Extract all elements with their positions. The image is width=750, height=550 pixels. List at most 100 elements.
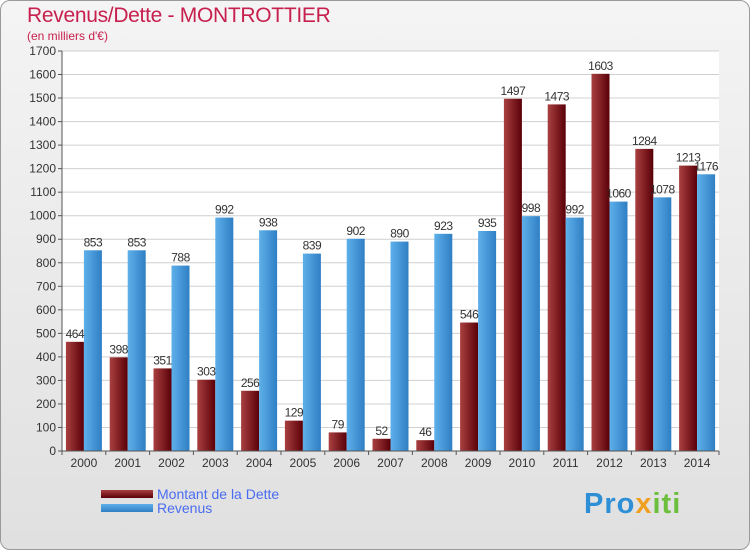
bar-dette xyxy=(547,104,566,451)
bar-dette xyxy=(416,440,435,451)
x-tick-label: 2007 xyxy=(377,456,404,470)
data-label-revenus: 992 xyxy=(565,203,584,217)
x-tick-label: 2004 xyxy=(246,456,273,470)
bar-revenus xyxy=(171,265,190,451)
bar-revenus xyxy=(346,238,365,451)
chart-title: Revenus/Dette - MONTROTTIER xyxy=(27,4,331,27)
y-tick-label: 1100 xyxy=(30,185,56,199)
proxiti-logo: Proxiti xyxy=(584,488,682,520)
y-tick-label: 600 xyxy=(36,303,56,317)
bar-revenus xyxy=(434,233,453,451)
data-label-dette: 398 xyxy=(109,342,128,356)
data-label-revenus: 1060 xyxy=(606,187,632,201)
data-label-revenus: 1176 xyxy=(694,159,719,173)
bar-dette xyxy=(241,390,260,451)
bar-dette xyxy=(109,357,128,451)
data-label-dette: 52 xyxy=(375,424,388,438)
y-tick-label: 500 xyxy=(36,326,56,340)
bar-revenus xyxy=(83,250,102,451)
y-tick-label: 1700 xyxy=(29,44,56,58)
y-tick-label: 1600 xyxy=(29,68,56,82)
y-tick-label: 900 xyxy=(36,232,56,246)
bar-dette xyxy=(503,98,522,451)
bar-revenus xyxy=(609,201,628,451)
x-tick-label: 2003 xyxy=(202,456,229,470)
data-label-revenus: 923 xyxy=(434,219,453,233)
bar-dette xyxy=(65,341,84,451)
y-tick-label: 400 xyxy=(36,350,56,364)
bar-revenus xyxy=(653,197,672,451)
x-tick-label: 2011 xyxy=(553,456,579,470)
bar-dette xyxy=(153,368,172,451)
bar-revenus xyxy=(215,217,234,451)
x-tick-label: 2000 xyxy=(71,456,98,470)
x-tick-label: 2013 xyxy=(640,456,667,470)
y-tick-label: 300 xyxy=(36,373,56,387)
legend-swatch-revenus xyxy=(101,504,153,512)
x-tick-label: 2012 xyxy=(596,456,623,470)
bar-dette xyxy=(328,432,347,451)
x-tick-label: 2006 xyxy=(333,456,360,470)
data-label-revenus: 788 xyxy=(171,251,190,265)
bar-dette xyxy=(635,148,654,451)
data-label-dette: 46 xyxy=(419,425,432,439)
data-label-revenus: 853 xyxy=(84,235,103,249)
y-tick-label: 1200 xyxy=(29,162,56,176)
data-label-dette: 129 xyxy=(285,406,304,420)
legend-item-debt: Montant de la Dette xyxy=(101,486,280,502)
data-label-revenus: 839 xyxy=(303,239,322,253)
bar-revenus xyxy=(478,231,497,451)
x-tick-label: 2002 xyxy=(158,456,185,470)
data-label-dette: 464 xyxy=(66,327,85,341)
x-tick-label: 2008 xyxy=(421,456,448,470)
bar-dette xyxy=(591,73,610,451)
bar-dette xyxy=(372,438,391,451)
x-tick-label: 2010 xyxy=(509,456,536,470)
data-label-revenus: 938 xyxy=(259,215,278,229)
data-label-dette: 1497 xyxy=(501,84,527,98)
bar-revenus xyxy=(259,230,278,451)
x-tick-label: 2014 xyxy=(684,456,711,470)
y-tick-label: 1500 xyxy=(29,91,56,105)
bar-dette xyxy=(679,165,698,451)
bar-revenus xyxy=(302,253,321,451)
y-tick-label: 700 xyxy=(36,279,56,293)
bar-dette xyxy=(284,420,303,451)
y-tick-label: 0 xyxy=(49,444,56,458)
data-label-dette: 1603 xyxy=(588,59,614,73)
y-tick-label: 800 xyxy=(36,256,56,270)
x-tick-label: 2005 xyxy=(290,456,317,470)
data-label-dette: 1284 xyxy=(632,134,658,148)
x-tick-label: 2001 xyxy=(114,456,141,470)
data-label-revenus: 992 xyxy=(215,203,234,217)
data-label-revenus: 935 xyxy=(478,216,497,230)
data-label-dette: 1473 xyxy=(544,89,570,103)
bar-revenus xyxy=(127,250,146,451)
y-tick-label: 1300 xyxy=(29,138,56,152)
x-tick-label: 2009 xyxy=(465,456,492,470)
data-label-dette: 303 xyxy=(197,365,216,379)
legend-swatch-debt xyxy=(101,490,153,498)
data-label-dette: 79 xyxy=(332,417,345,431)
data-label-dette: 546 xyxy=(460,308,479,322)
y-tick-label: 1000 xyxy=(29,209,56,223)
bar-dette xyxy=(460,322,479,451)
legend-label-revenus: Revenus xyxy=(157,500,213,516)
data-label-revenus: 998 xyxy=(522,201,541,215)
bar-revenus xyxy=(521,216,540,451)
bar-revenus xyxy=(565,217,584,451)
bar-dette xyxy=(197,379,216,451)
legend-item-revenus: Revenus xyxy=(101,500,279,516)
chart-subtitle: (en milliers d'€) xyxy=(27,29,108,43)
data-label-dette: 1213 xyxy=(676,151,702,165)
data-label-revenus: 890 xyxy=(390,227,409,241)
bar-revenus xyxy=(697,174,716,451)
y-tick-label: 200 xyxy=(36,397,56,411)
y-tick-label: 1400 xyxy=(29,115,56,129)
legend-label-debt: Montant de la Dette xyxy=(157,486,280,502)
legend: Montant de la Dette Revenus xyxy=(101,486,280,516)
bar-revenus xyxy=(390,241,409,451)
data-label-revenus: 1078 xyxy=(650,182,676,196)
